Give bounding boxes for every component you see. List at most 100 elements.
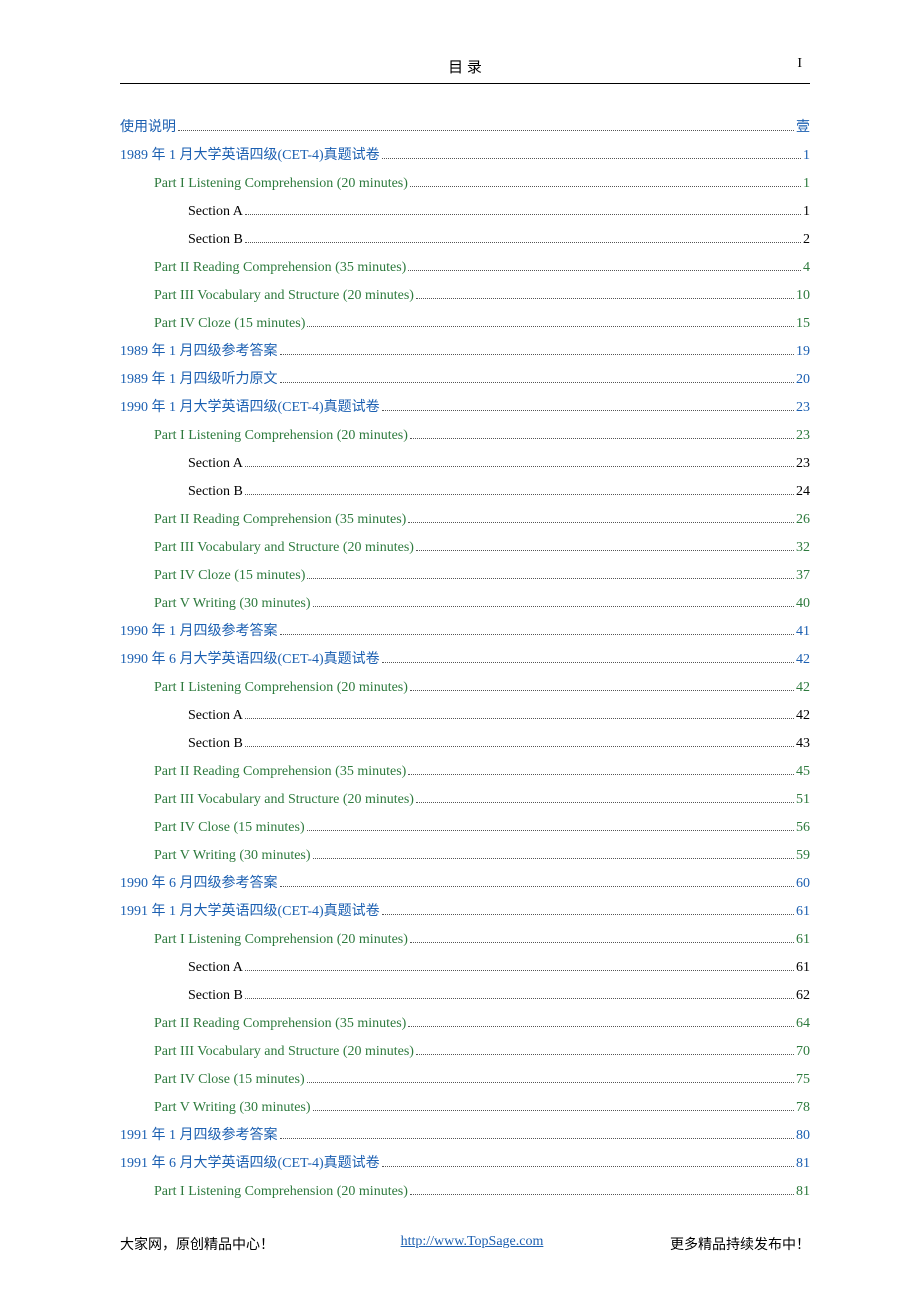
toc-leader-dots bbox=[408, 1015, 794, 1027]
toc-leader-dots bbox=[280, 623, 795, 635]
toc-entry[interactable]: 1989 年 1 月四级参考答案19 bbox=[120, 338, 810, 366]
toc-entry[interactable]: Section B24 bbox=[188, 478, 810, 506]
toc-leader-dots bbox=[313, 595, 794, 607]
toc-entry-page: 41 bbox=[796, 618, 810, 646]
toc-entry[interactable]: Section B43 bbox=[188, 730, 810, 758]
toc-entry[interactable]: Section A 23 bbox=[188, 450, 810, 478]
toc-entry-page: 60 bbox=[796, 870, 810, 898]
toc-leader-dots bbox=[410, 931, 794, 943]
toc-entry[interactable]: Part I Listening Comprehension (20 minut… bbox=[154, 422, 810, 450]
toc-entry[interactable]: 1989 年 1 月四级听力原文20 bbox=[120, 366, 810, 394]
toc-entry-label: Section B bbox=[188, 478, 243, 506]
toc-entry[interactable]: Part II Reading Comprehension (35 minute… bbox=[154, 758, 810, 786]
toc-entry[interactable]: Part II Reading Comprehension (35 minute… bbox=[154, 254, 810, 282]
toc-entry[interactable]: Part V Writing (30 minutes)78 bbox=[154, 1094, 810, 1122]
toc-entry-page: 81 bbox=[796, 1178, 810, 1206]
toc-entry-label: Part III Vocabulary and Structure (20 mi… bbox=[154, 534, 414, 562]
toc-entry[interactable]: Part III Vocabulary and Structure (20 mi… bbox=[154, 534, 810, 562]
toc-leader-dots bbox=[382, 903, 794, 915]
toc-leader-dots bbox=[245, 483, 794, 495]
toc-entry-page: 15 bbox=[796, 310, 810, 338]
footer-link[interactable]: http://www.TopSage.com bbox=[401, 1234, 544, 1254]
toc-leader-dots bbox=[382, 651, 794, 663]
toc-entry-label: 1991 年 1 月大学英语四级(CET-4)真题试卷 bbox=[120, 898, 380, 926]
toc-entry[interactable]: Part I Listening Comprehension (20 minut… bbox=[154, 1178, 810, 1206]
toc-leader-dots bbox=[408, 511, 794, 523]
toc-leader-dots bbox=[382, 1155, 794, 1167]
toc-entry[interactable]: Part IV Cloze (15 minutes) 15 bbox=[154, 310, 810, 338]
toc-entry[interactable]: 1990 年 6 月大学英语四级(CET-4)真题试卷42 bbox=[120, 646, 810, 674]
toc-entry[interactable]: 1991 年 1 月四级参考答案80 bbox=[120, 1122, 810, 1150]
toc-entry[interactable]: Part III Vocabulary and Structure (20 mi… bbox=[154, 1038, 810, 1066]
toc-entry-label: Part IV Close (15 minutes) bbox=[154, 814, 305, 842]
toc-leader-dots bbox=[416, 1043, 794, 1055]
toc-entry[interactable]: Part V Writing (30 minutes)40 bbox=[154, 590, 810, 618]
toc-entry-label: 1989 年 1 月大学英语四级(CET-4)真题试卷 bbox=[120, 142, 380, 170]
toc-leader-dots bbox=[245, 987, 794, 999]
toc-leader-dots bbox=[410, 1183, 794, 1195]
toc-leader-dots bbox=[245, 231, 801, 243]
toc-entry[interactable]: Part IV Cloze (15 minutes) 37 bbox=[154, 562, 810, 590]
toc-entry[interactable]: Part II Reading Comprehension (35 minute… bbox=[154, 506, 810, 534]
toc-entry-label: Part III Vocabulary and Structure (20 mi… bbox=[154, 282, 414, 310]
toc-entry-page: 59 bbox=[796, 842, 810, 870]
toc-entry-label: Part IV Cloze (15 minutes) bbox=[154, 562, 305, 590]
toc-entry-page: 壹 bbox=[796, 114, 810, 142]
toc-entry[interactable]: Part I Listening Comprehension (20 minut… bbox=[154, 674, 810, 702]
toc-entry[interactable]: 1990 年 1 月大学英语四级(CET-4)真题试卷23 bbox=[120, 394, 810, 422]
header-title: 目 录 bbox=[448, 56, 482, 77]
toc-entry[interactable]: 1990 年 6 月四级参考答案60 bbox=[120, 870, 810, 898]
toc-entry-page: 80 bbox=[796, 1122, 810, 1150]
toc-leader-dots bbox=[280, 1127, 795, 1139]
toc-entry[interactable]: Part III Vocabulary and Structure (20 mi… bbox=[154, 786, 810, 814]
toc-entry-page: 40 bbox=[796, 590, 810, 618]
toc-entry[interactable]: Part I Listening Comprehension (20 minut… bbox=[154, 926, 810, 954]
toc-entry[interactable]: Part II Reading Comprehension (35 minute… bbox=[154, 1010, 810, 1038]
toc-entry-label: 1990 年 6 月大学英语四级(CET-4)真题试卷 bbox=[120, 646, 380, 674]
toc-entry-label: Section A bbox=[188, 450, 243, 478]
toc-entry-page: 81 bbox=[796, 1150, 810, 1178]
toc-entry-page: 70 bbox=[796, 1038, 810, 1066]
toc-entry[interactable]: Part III Vocabulary and Structure (20 mi… bbox=[154, 282, 810, 310]
toc-entry[interactable]: 1989 年 1 月大学英语四级(CET-4)真题试卷 1 bbox=[120, 142, 810, 170]
toc-entry[interactable]: Part I Listening Comprehension (20 minut… bbox=[154, 170, 810, 198]
toc-entry-label: Part I Listening Comprehension (20 minut… bbox=[154, 1178, 408, 1206]
toc-entry[interactable]: Section A1 bbox=[188, 198, 810, 226]
toc-entry-label: Part III Vocabulary and Structure (20 mi… bbox=[154, 1038, 414, 1066]
toc-entry[interactable]: Section B62 bbox=[188, 982, 810, 1010]
toc-entry-page: 43 bbox=[796, 730, 810, 758]
toc-entry-page: 1 bbox=[803, 198, 810, 226]
toc-entry[interactable]: 1991 年 1 月大学英语四级(CET-4)真题试卷61 bbox=[120, 898, 810, 926]
toc-entry[interactable]: Section A 42 bbox=[188, 702, 810, 730]
toc-leader-dots bbox=[280, 343, 795, 355]
toc-entry[interactable]: 使用说明壹 bbox=[120, 114, 810, 142]
toc-entry-page: 42 bbox=[796, 702, 810, 730]
toc-entry[interactable]: Section A61 bbox=[188, 954, 810, 982]
toc-leader-dots bbox=[408, 259, 801, 271]
toc-entry-page: 23 bbox=[796, 422, 810, 450]
toc-entry-page: 75 bbox=[796, 1066, 810, 1094]
toc-entry-label: Part I Listening Comprehension (20 minut… bbox=[154, 422, 408, 450]
toc-entry-page: 26 bbox=[796, 506, 810, 534]
toc-entry-page: 37 bbox=[796, 562, 810, 590]
toc-entry-page: 51 bbox=[796, 786, 810, 814]
toc-leader-dots bbox=[416, 287, 794, 299]
toc-entry-page: 42 bbox=[796, 674, 810, 702]
toc-entry-label: 1989 年 1 月四级听力原文 bbox=[120, 366, 278, 394]
toc-entry-label: Part II Reading Comprehension (35 minute… bbox=[154, 254, 406, 282]
toc-entry[interactable]: Section B2 bbox=[188, 226, 810, 254]
toc-entry[interactable]: 1990 年 1 月四级参考答案41 bbox=[120, 618, 810, 646]
toc-entry[interactable]: Part IV Close (15 minutes)56 bbox=[154, 814, 810, 842]
toc-entry-page: 23 bbox=[796, 450, 810, 478]
toc-entry-label: Part IV Cloze (15 minutes) bbox=[154, 310, 305, 338]
toc-entry[interactable]: 1991 年 6 月大学英语四级(CET-4)真题试卷81 bbox=[120, 1150, 810, 1178]
toc-entry-label: Section B bbox=[188, 226, 243, 254]
toc-entry-page: 1 bbox=[803, 142, 810, 170]
toc-entry-page: 78 bbox=[796, 1094, 810, 1122]
toc-leader-dots bbox=[280, 371, 795, 383]
toc-entry[interactable]: Part V Writing (30 minutes)59 bbox=[154, 842, 810, 870]
toc-entry[interactable]: Part IV Close (15 minutes)75 bbox=[154, 1066, 810, 1094]
toc-leader-dots bbox=[313, 1099, 794, 1111]
toc-entry-label: 1990 年 1 月大学英语四级(CET-4)真题试卷 bbox=[120, 394, 380, 422]
toc-entry-label: Section A bbox=[188, 702, 243, 730]
